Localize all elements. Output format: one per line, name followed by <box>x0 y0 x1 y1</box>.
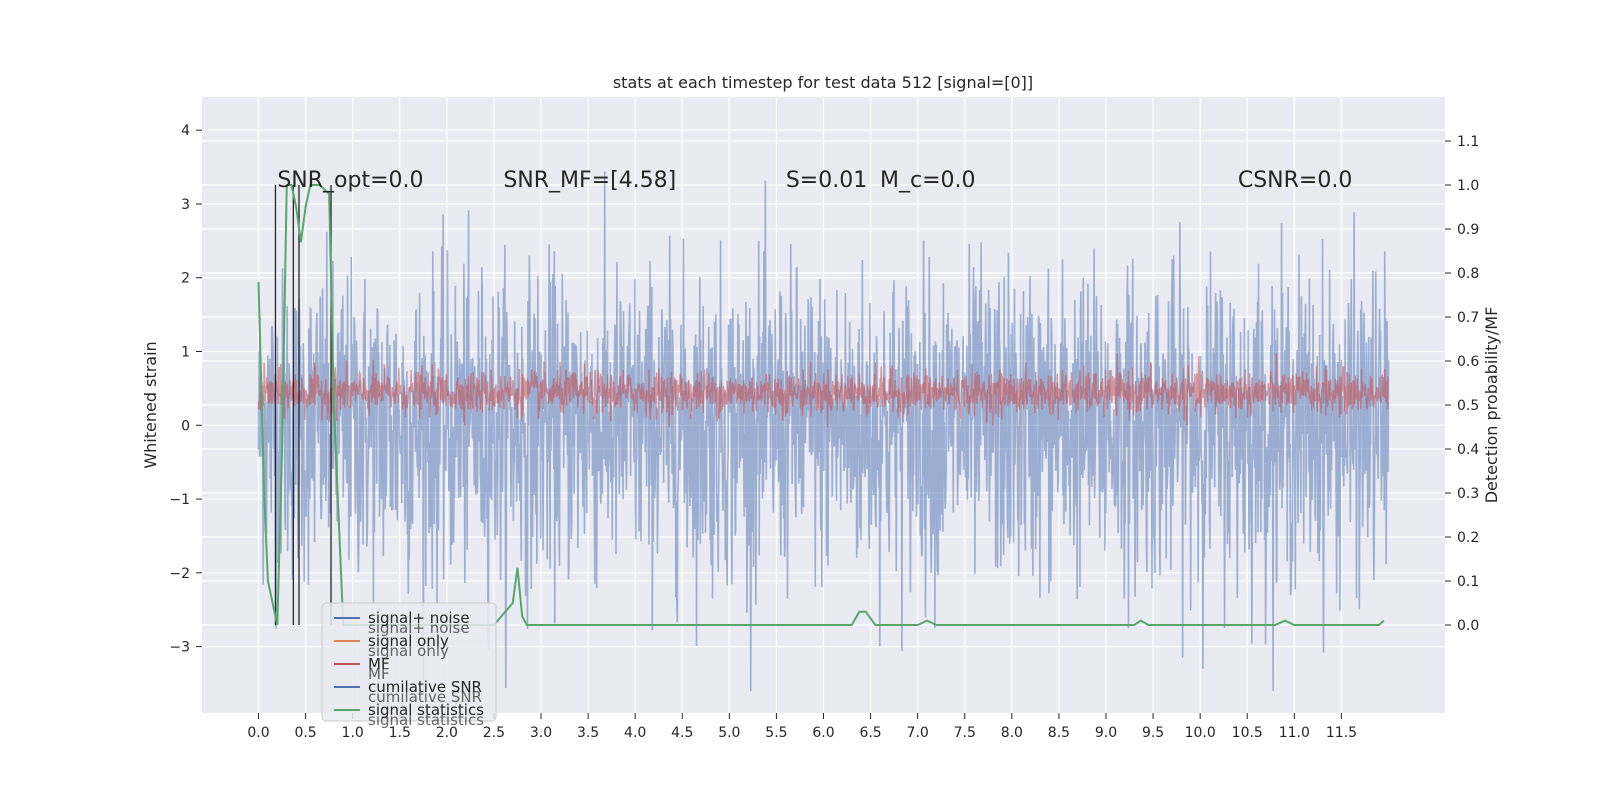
x-tick-label: 5.5 <box>765 725 787 741</box>
legend-label: MF <box>368 655 390 673</box>
x-tick-label: 11.5 <box>1326 725 1357 741</box>
y2-axis-label: Detection probability/MF <box>1482 307 1501 504</box>
x-tick-label: 6.0 <box>812 725 834 741</box>
x-tick-label: 5.0 <box>718 725 740 741</box>
y2-tick-label: 0.0 <box>1457 618 1479 634</box>
y2-tick-label: 0.1 <box>1457 574 1479 590</box>
legend-ghost-label: cumilative SNR <box>368 688 482 706</box>
ticks: 0.0 0.5 1.0 1.5 2.0 2.5 3.0 3.5 4.0 4.5 5.0 5.5 6.0 6… <box>169 123 1479 741</box>
legend-label: signal statistics <box>368 701 484 719</box>
series-mf <box>257 353 1389 428</box>
legend-ghost-label: signal statistics <box>368 711 484 729</box>
x-tick-label: 7.5 <box>954 725 976 741</box>
series-signal-statistics <box>257 184 1385 626</box>
annotation-2: S=0.01 <box>786 168 867 193</box>
x-tick-label: 9.0 <box>1095 725 1117 741</box>
y-tick-label: 4 <box>181 123 190 139</box>
y2-tick-label: 0.9 <box>1457 222 1479 238</box>
x-tick-label: 7.0 <box>907 725 929 741</box>
y-tick-label: 2 <box>181 271 190 287</box>
x-tick-label: 8.0 <box>1001 725 1023 741</box>
x-tick-label: 9.5 <box>1142 725 1164 741</box>
x-tick-label: 3.5 <box>577 725 599 741</box>
y2-tick-label: 0.8 <box>1457 266 1479 282</box>
x-tick-label: 2.0 <box>436 725 458 741</box>
series-signal-noise <box>257 171 1390 691</box>
y-axis-label: Whitened strain <box>141 341 160 468</box>
legend-box <box>321 602 497 722</box>
x-tick-label: 4.5 <box>671 725 693 741</box>
annotations: SNR_opt=0.0 SNR_MF=[4.58] S=0.01 M_c=0.0 CSN… <box>277 168 1352 193</box>
x-tick-label: 3.0 <box>530 725 552 741</box>
x-tick-label: 4.0 <box>624 725 646 741</box>
x-tick-label: 8.5 <box>1048 725 1070 741</box>
legend-label: cumilative SNR <box>368 678 482 696</box>
legend-ghost-label: signal+ noise <box>368 619 470 637</box>
x-tick-label: 10.5 <box>1232 725 1263 741</box>
y2-tick-label: 1.0 <box>1457 178 1479 194</box>
y-tick-label: 1 <box>181 345 190 361</box>
y-tick-label: −2 <box>169 566 190 582</box>
x-tick-label: 11.0 <box>1279 725 1310 741</box>
y-tick-label: −1 <box>169 492 190 508</box>
x-tick-label: 1.5 <box>389 725 411 741</box>
x-tick-label: 10.0 <box>1185 725 1216 741</box>
chart-title: stats at each timestep for test data 512… <box>613 73 1033 92</box>
y2-tick-label: 0.6 <box>1457 354 1479 370</box>
y2-tick-label: 0.4 <box>1457 442 1479 458</box>
annotation-3: M_c=0.0 <box>880 168 976 193</box>
annotation-4: CSNR=0.0 <box>1238 168 1353 193</box>
y2-tick-label: 0.2 <box>1457 530 1479 546</box>
x-tick-label: 1.0 <box>342 725 364 741</box>
annotation-0: SNR_opt=0.0 <box>277 168 423 193</box>
legend-ghost-label: MF <box>368 665 390 683</box>
annotation-1: SNR_MF=[4.58] <box>503 168 676 193</box>
y2-tick-label: 0.7 <box>1457 310 1479 326</box>
y2-tick-label: 0.3 <box>1457 486 1479 502</box>
x-tick-label: 0.5 <box>294 725 316 741</box>
y2-tick-label: 0.5 <box>1457 398 1479 414</box>
x-tick-label: 2.5 <box>483 725 505 741</box>
y-tick-label: 0 <box>181 418 190 434</box>
legend-ghost-label: signal only <box>368 642 449 660</box>
series-layer <box>257 171 1390 691</box>
y-tick-label: −3 <box>169 640 190 656</box>
legend-label: signal+ noise <box>368 609 470 627</box>
y-tick-label: 3 <box>181 197 190 213</box>
x-tick-label: 6.5 <box>859 725 881 741</box>
x-tick-label: 0.0 <box>247 725 269 741</box>
y2-tick-label: 1.1 <box>1457 134 1479 150</box>
legend-label: signal only <box>368 632 449 650</box>
